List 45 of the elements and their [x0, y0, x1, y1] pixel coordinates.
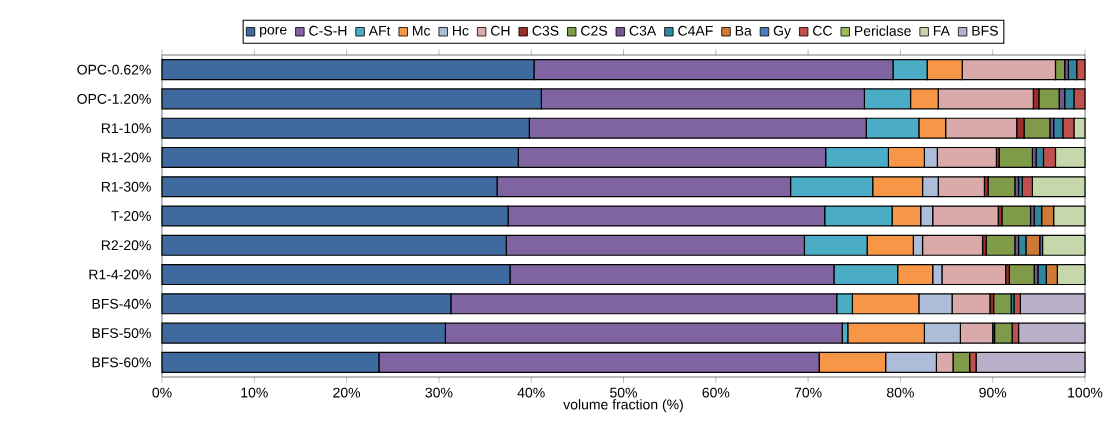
x-tick-label: 20%	[333, 387, 361, 398]
x-tick-label: 40%	[517, 387, 545, 398]
y-tick-label: R1-10%	[101, 123, 151, 134]
y-tick-label: OPC-1.20%	[77, 93, 151, 104]
x-tick-label: 50%	[610, 387, 637, 398]
bar	[1008, 264, 1035, 286]
x-tick-label: 10%	[241, 387, 268, 398]
legend-label: C-S-H	[309, 25, 347, 36]
legend-label: Gy	[773, 25, 791, 39]
x-tick-label: 60%	[702, 387, 730, 398]
legend-label: CC	[813, 25, 833, 36]
legend-label: C2S	[581, 25, 608, 36]
y-tick-label: R1-4-20%	[89, 269, 151, 280]
legend-label: Periclase	[855, 25, 911, 36]
legend-label: AFt	[368, 25, 391, 36]
bar	[987, 176, 1016, 198]
bar	[998, 146, 1033, 169]
legend-label: Hc	[453, 25, 469, 36]
x-tick-label: 100%	[1068, 387, 1103, 398]
x-tick-label: 70%	[794, 387, 822, 398]
legend-label: BFS	[972, 25, 998, 36]
y-tick-label: BFS-60%	[92, 357, 151, 368]
legend-label: C4AF	[678, 25, 713, 36]
legend-label: CH	[491, 25, 510, 36]
legend-label: pore	[260, 26, 287, 38]
x-tick-label: 90%	[979, 387, 1007, 398]
y-tick-label: BFS-50%	[92, 328, 151, 339]
y-tick-label: BFS-40%	[92, 298, 151, 309]
x-tick-label: 80%	[887, 387, 914, 398]
bar	[1001, 205, 1032, 227]
x-tick-label: 0%	[152, 387, 172, 398]
y-tick-label: R1-30%	[101, 181, 151, 192]
bar	[985, 234, 1016, 256]
bar	[993, 293, 1012, 315]
legend-label: Mc	[413, 25, 431, 36]
y-tick-label: T-20%	[111, 211, 151, 221]
x-tick-label: 30%	[425, 387, 453, 398]
x-axis-title: volume fraction (%)	[563, 399, 683, 413]
y-tick-label: OPC-0.62%	[77, 64, 151, 75]
y-tick-label: R2-20%	[101, 240, 151, 251]
legend-label: Ba	[735, 25, 752, 36]
legend-label: C3S	[532, 25, 559, 36]
legend-label: C3A	[629, 25, 657, 36]
y-tick-label: R1-20%	[101, 152, 151, 163]
legend-label: FA	[933, 25, 950, 36]
